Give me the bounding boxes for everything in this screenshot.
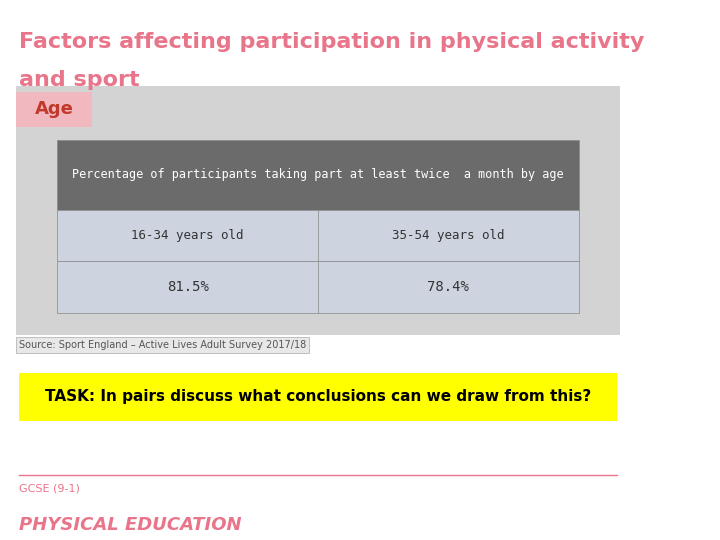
Text: TASK: In pairs discuss what conclusions can we draw from this?: TASK: In pairs discuss what conclusions …: [45, 389, 591, 404]
FancyBboxPatch shape: [57, 140, 579, 210]
Text: Age: Age: [35, 100, 73, 118]
FancyBboxPatch shape: [16, 86, 620, 335]
FancyBboxPatch shape: [57, 210, 579, 261]
Text: Source: Sport England – Active Lives Adult Survey 2017/18: Source: Sport England – Active Lives Adu…: [19, 340, 306, 350]
Text: 16-34 years old: 16-34 years old: [131, 229, 244, 242]
Text: 78.4%: 78.4%: [428, 280, 469, 294]
Text: 35-54 years old: 35-54 years old: [392, 229, 505, 242]
Text: Factors affecting participation in physical activity: Factors affecting participation in physi…: [19, 32, 644, 52]
Text: Percentage of participants taking part at least twice  a month by age: Percentage of participants taking part a…: [72, 168, 564, 181]
Text: 81.5%: 81.5%: [166, 280, 209, 294]
FancyBboxPatch shape: [16, 92, 92, 127]
FancyBboxPatch shape: [19, 373, 617, 421]
Text: GCSE (9-1): GCSE (9-1): [19, 483, 80, 494]
FancyBboxPatch shape: [57, 261, 579, 313]
Text: PHYSICAL EDUCATION: PHYSICAL EDUCATION: [19, 516, 242, 534]
Text: and sport: and sport: [19, 70, 140, 90]
